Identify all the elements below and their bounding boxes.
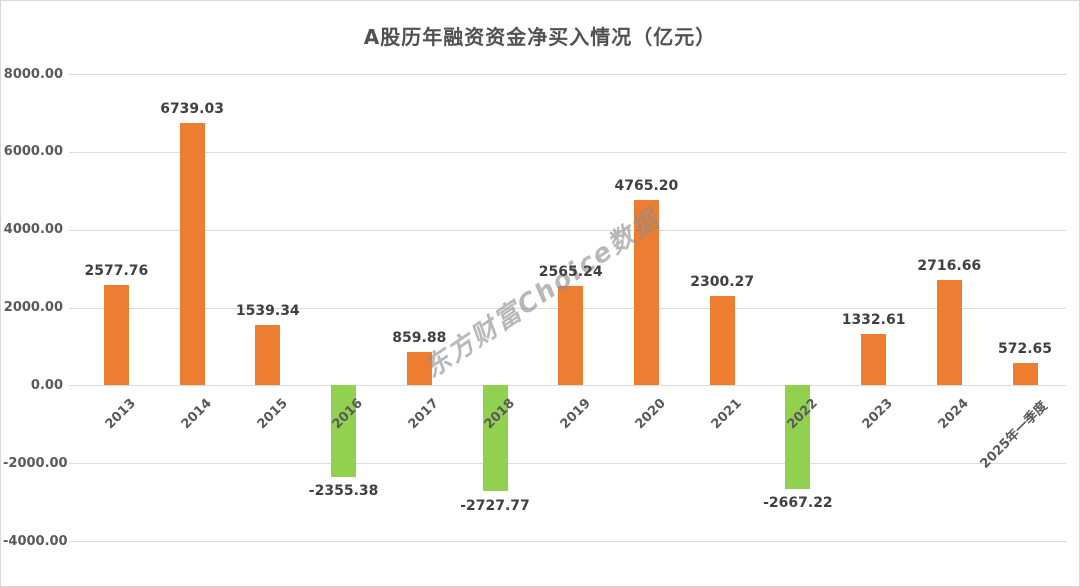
bar-2013	[103, 285, 129, 386]
bar-2018	[482, 385, 508, 492]
gridline	[69, 385, 1066, 387]
bar-2024	[936, 279, 962, 386]
gridline	[69, 74, 1066, 75]
y-axis-tick-label: 0.00	[30, 377, 63, 393]
y-axis-tick-label: 6000.00	[3, 144, 63, 160]
bar-value-label: 6739.03	[160, 101, 224, 118]
bar-value-label: 2565.24	[538, 263, 603, 280]
y-axis-tick-label: 2000.00	[3, 300, 63, 315]
gridline	[69, 463, 1066, 465]
bar-2023	[861, 333, 887, 386]
bar-value-label: 2577.76	[84, 263, 149, 279]
bar-value-label: -2727.77	[460, 497, 530, 514]
x-axis-category-label: 2014	[178, 396, 215, 433]
bar-2016	[331, 385, 357, 477]
bar-2020	[633, 199, 659, 386]
gridline	[69, 229, 1066, 231]
x-axis-category-label: 2015	[254, 396, 291, 433]
chart-title: A股历年融资资金净买入情况（亿元）	[363, 25, 717, 49]
y-axis-tick-label: -4000.00	[3, 533, 68, 549]
bar-2019	[558, 285, 584, 386]
bar-2025年一季度	[1012, 363, 1038, 386]
gridline	[69, 541, 1066, 542]
x-axis-category-label: 2025年一季度	[977, 399, 1051, 473]
y-axis-tick-label: 8000.00	[3, 66, 63, 82]
bar-2022	[785, 385, 811, 490]
bar-value-label: 572.65	[997, 341, 1053, 357]
x-axis-category-label: 2013	[102, 396, 140, 433]
bar-value-label: -2667.22	[763, 495, 833, 512]
bar-2015	[255, 325, 281, 386]
x-axis-category-label: 2024	[935, 396, 972, 433]
bar-value-label: 2300.27	[690, 273, 755, 290]
bar-value-label: 1332.61	[841, 311, 906, 328]
x-axis-category-label: 2019	[557, 396, 594, 433]
bar-2014	[179, 123, 205, 386]
x-axis-category-label: 2017	[405, 396, 442, 433]
bar-value-label: 1539.34	[235, 303, 300, 320]
bar-value-label: -2355.38	[308, 483, 379, 499]
x-axis-category-label: 2023	[860, 396, 897, 433]
x-axis-category-label: 2021	[708, 396, 745, 433]
bar-2021	[709, 295, 735, 386]
bar-value-label: 4765.20	[614, 177, 679, 194]
y-axis-tick-label: -2000.00	[3, 455, 68, 471]
bar-value-label: 2716.66	[917, 257, 982, 274]
bar-2017	[406, 351, 432, 386]
y-axis-tick-label: 4000.00	[3, 222, 63, 238]
x-axis-category-label: 2020	[632, 396, 670, 433]
gridline	[69, 151, 1066, 153]
bar-value-label: 859.88	[392, 329, 447, 346]
